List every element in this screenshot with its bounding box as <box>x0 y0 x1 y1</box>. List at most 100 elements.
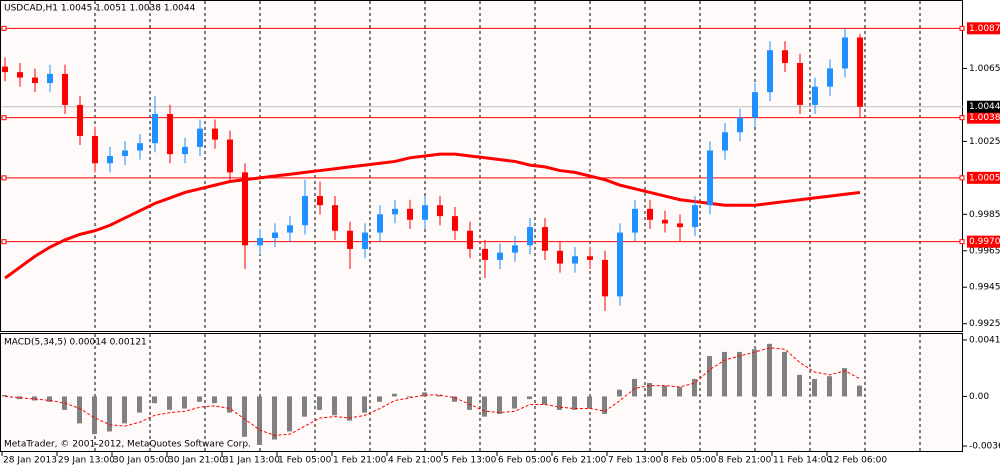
x-tick-label: 1 Feb 05:00 <box>278 456 332 466</box>
copyright: MetaTrader, © 2001-2012, MetaQuotes Soft… <box>4 440 251 450</box>
level-handle <box>1 175 7 181</box>
y-tick-label: 1.0065 <box>969 64 1000 74</box>
candle-body <box>212 128 218 140</box>
macd-bar <box>362 396 367 413</box>
y-tick-label: 0.9985 <box>969 210 1000 220</box>
candle-body <box>242 172 248 246</box>
macd-bar <box>257 396 262 445</box>
macd-bar <box>677 386 682 397</box>
x-tick-label: 6 Feb 21:00 <box>553 456 607 466</box>
macd-bar <box>17 396 22 400</box>
level-label-box <box>967 111 1000 124</box>
macd-bar <box>377 396 382 402</box>
candle-body <box>362 232 368 249</box>
macd-bar <box>272 396 277 440</box>
macd-bar <box>827 376 832 397</box>
x-tick-label: 8 Feb 21:00 <box>718 456 772 466</box>
macd-bar <box>707 355 712 397</box>
level-label-box <box>967 22 1000 35</box>
x-tick-label: 30 Jan 21:00 <box>168 456 225 466</box>
macd-bar <box>242 396 247 437</box>
x-tick-label: 8 Feb 05:00 <box>663 456 717 466</box>
macd-bar <box>542 396 547 405</box>
candle-body <box>227 139 233 173</box>
candle-body <box>257 238 263 246</box>
macd-bar <box>152 396 157 404</box>
candle-body <box>752 92 758 118</box>
level-handle <box>1 115 7 121</box>
macd-bar <box>857 385 862 397</box>
macd-bar <box>137 396 142 413</box>
macd-bar <box>47 396 52 402</box>
candle-body <box>842 37 848 69</box>
candle-body <box>812 86 818 105</box>
macd-bar <box>617 389 622 397</box>
level-label: 1.0005 <box>969 173 1000 183</box>
level-label: 0.9970 <box>969 237 1000 247</box>
x-tick-label: 29 Jan 13:00 <box>58 456 115 466</box>
macd-bar <box>527 396 532 400</box>
macd-bar <box>287 396 292 432</box>
candle-body <box>557 250 563 264</box>
level-handle <box>959 25 965 31</box>
candle-body <box>722 132 728 151</box>
candle-body <box>122 150 128 156</box>
macd-bar <box>392 393 397 397</box>
macd-bar <box>572 396 577 410</box>
price-panel <box>0 0 963 332</box>
macd-bar <box>512 396 517 409</box>
candle-body <box>617 232 623 297</box>
level-label-box <box>967 171 1000 184</box>
candle-body <box>662 219 668 224</box>
candle-body <box>497 252 503 260</box>
macd-bar <box>632 378 637 397</box>
candle-body <box>407 208 413 220</box>
level-handle <box>1 25 7 31</box>
candle-body <box>152 114 158 144</box>
candle-body <box>332 205 338 231</box>
y-tick-label: 1.0025 <box>969 137 1000 147</box>
macd-bar <box>182 396 187 409</box>
candle-body <box>92 135 98 164</box>
macd-bar <box>422 392 427 397</box>
candle-body <box>857 37 863 107</box>
macd-bar <box>107 396 112 432</box>
macd-bar <box>737 351 742 397</box>
macd-bar <box>2 395 7 397</box>
candle-body <box>512 245 518 253</box>
candle-body <box>47 73 53 84</box>
candle-body <box>77 104 83 136</box>
macd-bar <box>647 382 652 397</box>
candle-body <box>272 232 278 239</box>
candle-body <box>707 150 713 206</box>
macd-bar <box>32 396 37 401</box>
candle-body <box>62 73 68 105</box>
macd-bar <box>797 374 802 397</box>
candle-body <box>2 66 8 73</box>
candle-body <box>572 256 578 264</box>
macd-bar <box>332 396 337 416</box>
level-label-box <box>967 235 1000 248</box>
macd-bar <box>767 343 772 397</box>
candle-body <box>377 214 383 233</box>
macd-bar <box>587 396 592 409</box>
moving-average <box>4 152 861 280</box>
macd-bar <box>842 368 847 397</box>
y-tick-label: 0.00419 <box>969 335 1000 345</box>
macd-bar <box>497 396 502 414</box>
level-handle <box>959 175 965 181</box>
candle-body <box>782 50 788 63</box>
macd-panel <box>0 333 963 452</box>
x-tick-label: 11 Feb 14:00 <box>773 456 832 466</box>
x-tick-label: 30 Jan 05:00 <box>113 456 170 466</box>
candle-body <box>602 259 608 297</box>
candle-body <box>32 77 38 84</box>
macd-bar <box>482 396 487 417</box>
candle-body <box>287 225 293 233</box>
macd-bar <box>662 385 667 397</box>
candle-body <box>302 196 308 226</box>
candle-body <box>767 50 773 93</box>
macd-bar <box>722 351 727 397</box>
candle-body <box>107 155 113 164</box>
x-tick-label: 7 Feb 13:00 <box>608 456 662 466</box>
